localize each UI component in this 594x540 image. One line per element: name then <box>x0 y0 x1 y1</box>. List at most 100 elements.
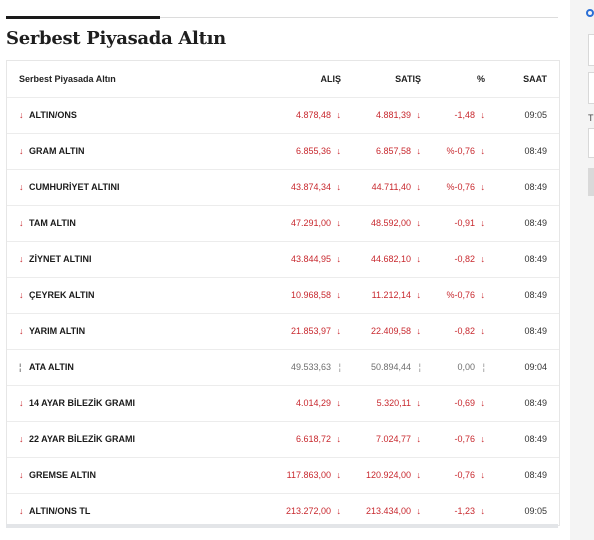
header-percent: % <box>476 74 485 84</box>
instrument-name[interactable]: TAM ALTIN <box>29 218 76 228</box>
alis-value: 6.855,36 <box>295 146 331 156</box>
instrument-name[interactable]: ALTIN/ONS TL <box>29 506 91 516</box>
alis-value: 10.968,58 <box>290 290 331 300</box>
satis-value: 213.434,00 <box>365 506 411 516</box>
table-row[interactable]: ↓ GRAM ALTIN 6.855,36 ↓ 6.857,58 ↓ %-0,76 ↓ 08:4… <box>7 133 559 170</box>
arrow-down-icon: ↓ <box>480 470 486 480</box>
sidebar-button[interactable] <box>588 168 594 196</box>
arrow-down-icon: ↓ <box>480 326 486 336</box>
arrow-down-icon: ↓ <box>336 146 342 156</box>
arrow-down-icon: ↓ <box>480 434 486 444</box>
satis-cell: 44.682,10 ↓ <box>371 241 421 277</box>
arrow-down-icon: ↓ <box>19 326 24 336</box>
table-row[interactable]: ↓ ÇEYREK ALTIN 10.968,58 ↓ 11.212,14 ↓ %-0,76 ↓… <box>7 277 559 314</box>
gold-price-table: Serbest Piyasada Altın ALIŞ SATIŞ % SAAT… <box>6 60 560 526</box>
time-cell: 09:05 <box>524 506 547 516</box>
satis-value: 50.894,44 <box>370 362 411 372</box>
instrument-name-cell: ↓ 22 AYAR BİLEZİK GRAMI <box>19 421 135 457</box>
satis-value: 11.212,14 <box>371 290 411 300</box>
alis-cell: 43.844,95 ↓ <box>291 241 341 277</box>
arrow-down-icon: ↓ <box>336 506 342 516</box>
arrow-down-icon: ↓ <box>416 146 422 156</box>
arrow-down-icon: ↓ <box>416 218 422 228</box>
table-row[interactable]: ↓ CUMHURİYET ALTINI 43.874,34 ↓ 44.711,40 ↓ %-… <box>7 169 559 206</box>
alis-value: 213.272,00 <box>285 506 331 516</box>
sidebar-input-1[interactable] <box>588 34 594 66</box>
table-row[interactable]: ↓ ZİYNET ALTINI 43.844,95 ↓ 44.682,10 ↓ -0,82 ↓… <box>7 241 559 278</box>
percent-cell: -0,69 ↓ <box>454 385 485 421</box>
instrument-name[interactable]: ALTIN/ONS <box>29 110 77 120</box>
percent-cell: -1,48 ↓ <box>454 97 485 133</box>
arrow-down-icon: ↓ <box>480 182 486 192</box>
alis-value: 43.844,95 <box>290 254 331 264</box>
instrument-name[interactable]: GREMSE ALTIN <box>29 470 96 480</box>
instrument-name[interactable]: 14 AYAR BİLEZİK GRAMI <box>29 398 136 408</box>
satis-cell: 4.881,39 ↓ <box>376 97 421 133</box>
table-row[interactable]: ↓ TAM ALTIN 47.291,00 ↓ 48.592,00 ↓ -0,91 ↓ 08:4… <box>7 205 559 242</box>
arrow-down-icon: ↓ <box>336 254 342 264</box>
instrument-name-cell: ↓ 14 AYAR BİLEZİK GRAMI <box>19 385 135 421</box>
instrument-name[interactable]: ÇEYREK ALTIN <box>29 290 95 300</box>
instrument-name-cell: ↓ CUMHURİYET ALTINI <box>19 169 120 205</box>
time-cell: 08:49 <box>524 146 547 156</box>
percent-value: -0,82 <box>454 326 475 336</box>
instrument-name-cell: ↓ TAM ALTIN <box>19 205 76 241</box>
instrument-name-cell: ↓ GRAM ALTIN <box>19 133 85 169</box>
arrow-down-icon: ↓ <box>480 146 486 156</box>
table-row[interactable]: ↓ GREMSE ALTIN 117.863,00 ↓ 120.924,00 ↓ -0,76… <box>7 457 559 494</box>
table-row[interactable]: ↓ 14 AYAR BİLEZİK GRAMI 4.014,29 ↓ 5.320,11 ↓… <box>7 385 559 422</box>
table-row[interactable]: ¦ ATA ALTIN 49.533,63 ¦ 50.894,44 ¦ 0,00 ¦ 09:04 <box>7 349 559 386</box>
instrument-name[interactable]: ZİYNET ALTINI <box>29 254 92 264</box>
satis-value: 7.024,77 <box>375 434 411 444</box>
alis-cell: 6.618,72 ↓ <box>296 421 341 457</box>
percent-cell: 0,00 ¦ <box>457 349 485 385</box>
percent-cell: -0,91 ↓ <box>454 205 485 241</box>
arrow-down-icon: ↓ <box>416 110 422 120</box>
instrument-name[interactable]: GRAM ALTIN <box>29 146 85 156</box>
percent-value: -0,69 <box>454 398 475 408</box>
alis-value: 4.014,29 <box>295 398 331 408</box>
header-alis: ALIŞ <box>320 74 341 84</box>
arrow-down-icon: ↓ <box>19 218 24 228</box>
satis-value: 44.682,10 <box>370 254 411 264</box>
arrow-down-icon: ↓ <box>480 254 486 264</box>
arrow-down-icon: ↓ <box>480 506 486 516</box>
percent-value: -0,82 <box>454 254 475 264</box>
arrow-down-icon: ↓ <box>19 182 24 192</box>
header-time: SAAT <box>523 74 547 84</box>
arrow-down-icon: ↓ <box>480 218 486 228</box>
percent-cell: %-0,76 ↓ <box>446 133 485 169</box>
alis-value: 6.618,72 <box>295 434 331 444</box>
table-row[interactable]: ↓ ALTIN/ONS TL 213.272,00 ↓ 213.434,00 ↓ -1,23… <box>7 493 559 529</box>
sidebar-input-3[interactable] <box>588 128 594 158</box>
arrow-down-icon: ↓ <box>416 434 422 444</box>
satis-cell: 11.212,14 ↓ <box>372 277 421 313</box>
instrument-name-cell: ↓ GREMSE ALTIN <box>19 457 96 493</box>
table-row[interactable]: ↓ ALTIN/ONS 4.878,48 ↓ 4.881,39 ↓ -1,48 ↓ 09:05 <box>7 97 559 134</box>
instrument-name[interactable]: YARIM ALTIN <box>29 326 86 336</box>
page-title: Serbest Piyasada Altın <box>6 28 226 49</box>
instrument-name[interactable]: CUMHURİYET ALTINI <box>29 182 120 192</box>
alis-cell: 47.291,00 ↓ <box>291 205 341 241</box>
alis-cell: 43.874,34 ↓ <box>291 169 341 205</box>
percent-cell: -0,82 ↓ <box>454 313 485 349</box>
table-row[interactable]: ↓ 22 AYAR BİLEZİK GRAMI 6.618,72 ↓ 7.024,77 ↓… <box>7 421 559 458</box>
radio-button[interactable] <box>586 9 594 17</box>
arrow-down-icon: ↓ <box>336 110 342 120</box>
table-row[interactable]: ↓ YARIM ALTIN 21.853,97 ↓ 22.409,58 ↓ -0,82 ↓ 08… <box>7 313 559 350</box>
instrument-name[interactable]: ATA ALTIN <box>29 362 74 372</box>
arrow-down-icon: ↓ <box>480 398 486 408</box>
instrument-name[interactable]: 22 AYAR BİLEZİK GRAMI <box>29 434 136 444</box>
time-cell: 08:49 <box>524 218 547 228</box>
satis-value: 44.711,40 <box>371 182 411 192</box>
header-satis: SATIŞ <box>395 74 421 84</box>
sidebar-input-2[interactable] <box>588 72 594 104</box>
arrow-down-icon: ↓ <box>336 470 342 480</box>
sidebar-label: T <box>588 113 594 123</box>
instrument-name-cell: ¦ ATA ALTIN <box>19 349 74 385</box>
percent-value: -0,91 <box>454 218 475 228</box>
percent-cell: -1,23 ↓ <box>454 493 485 529</box>
neutral-bar-icon: ¦ <box>482 362 485 372</box>
alis-value: 43.874,34 <box>290 182 331 192</box>
arrow-down-icon: ↓ <box>336 326 342 336</box>
